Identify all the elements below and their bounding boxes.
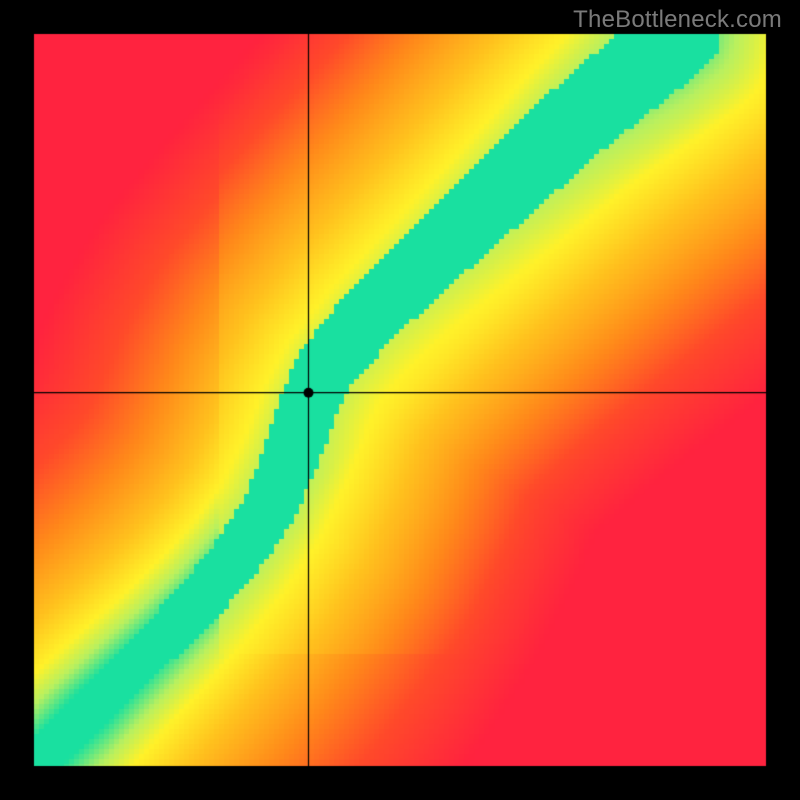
watermark-text: TheBottleneck.com xyxy=(573,6,782,34)
chart-container xyxy=(0,0,800,800)
heatmap-canvas xyxy=(0,0,800,800)
